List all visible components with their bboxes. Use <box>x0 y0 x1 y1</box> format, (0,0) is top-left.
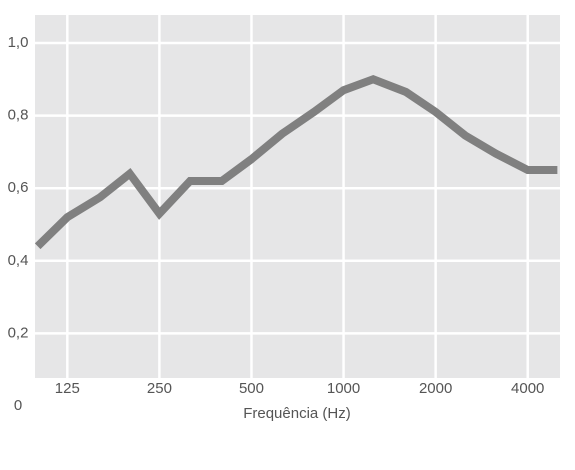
y-tick-label: 0,6 <box>8 179 29 196</box>
y-tick-label: 0,4 <box>8 252 29 269</box>
x-tick-label: 4000 <box>511 380 544 397</box>
y-tick-label: 0 <box>14 397 22 414</box>
x-tick-label: 1000 <box>327 380 360 397</box>
plot-area <box>35 15 560 378</box>
y-tick-label: 0,2 <box>8 324 29 341</box>
x-tick-label: 2000 <box>419 380 452 397</box>
y-tick-label: 1,0 <box>8 34 29 51</box>
data-line <box>34 75 558 250</box>
x-tick-label: 500 <box>239 380 264 397</box>
x-tick-label: 125 <box>55 380 80 397</box>
x-axis-label: Frequência (Hz) <box>243 405 351 422</box>
x-tick-label: 250 <box>147 380 172 397</box>
y-tick-label: 0,8 <box>8 107 29 124</box>
